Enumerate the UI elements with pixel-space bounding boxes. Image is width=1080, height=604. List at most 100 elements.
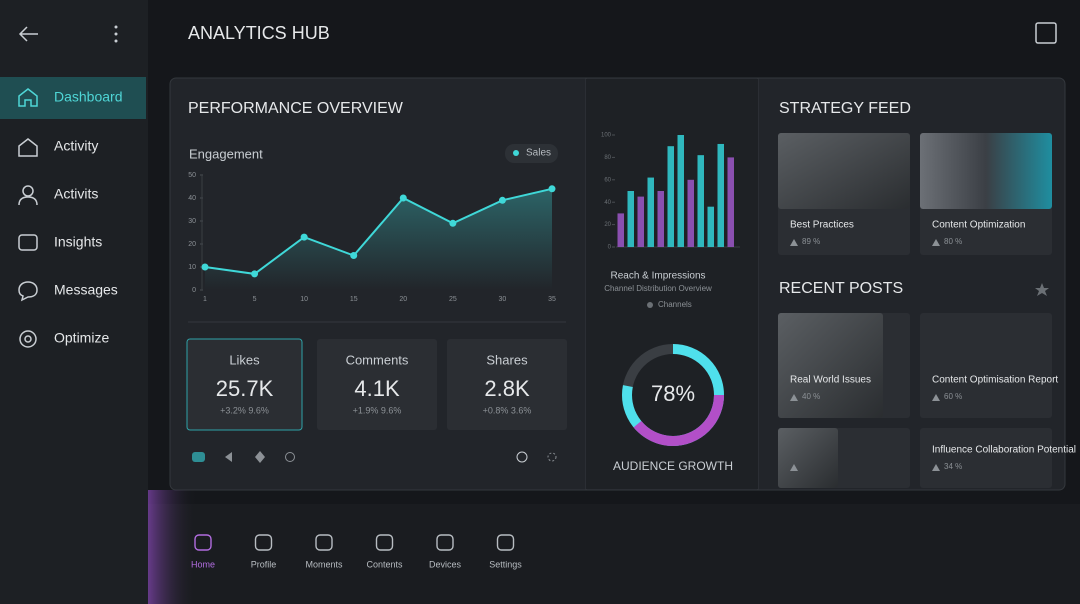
stat-value: 4.1K: [354, 376, 400, 401]
header-action[interactable]: [1035, 22, 1057, 44]
nav-label[interactable]: Activits: [54, 186, 98, 202]
y-tick-label: 10: [188, 264, 196, 271]
card-image: [778, 133, 910, 209]
nav-item[interactable]: Activity: [18, 138, 98, 157]
section-title: PERFORMANCE OVERVIEW: [188, 100, 404, 117]
nav-label[interactable]: Moments: [305, 559, 343, 569]
nav-icon[interactable]: [194, 534, 212, 551]
section-title: STRATEGY FEED: [779, 100, 911, 117]
card-meta: 60 %: [944, 392, 962, 401]
nav-label[interactable]: Devices: [429, 559, 462, 569]
point: [449, 219, 457, 227]
y-tick-label: 20: [188, 241, 196, 248]
nav-label[interactable]: Contents: [366, 559, 403, 569]
card-image: [778, 313, 883, 418]
stat-value: 2.8K: [484, 376, 530, 401]
nav-icon[interactable]: [496, 534, 515, 551]
nav-label[interactable]: Dashboard: [54, 89, 123, 105]
point: [251, 270, 259, 278]
point: [350, 252, 358, 259]
legend-label: Channels: [658, 300, 692, 309]
nav-item[interactable]: Messages: [18, 281, 118, 302]
nav-item[interactable]: Activits: [18, 185, 98, 206]
donut-arc-accent: [622, 344, 724, 446]
stat-value: 25.7K: [216, 376, 274, 401]
nav-icon[interactable]: [436, 534, 454, 551]
meta-icon: [932, 239, 940, 246]
legend-swatch: [647, 302, 653, 308]
x-tick-label: 30: [499, 296, 507, 303]
nav-label[interactable]: Profile: [251, 559, 277, 569]
nav-icon[interactable]: [315, 534, 333, 551]
nav-label[interactable]: Settings: [489, 559, 522, 569]
point: [201, 263, 209, 271]
x-tick-label: 15: [350, 296, 358, 303]
meta-icon: [790, 464, 798, 471]
nav-icon[interactable]: [375, 534, 394, 551]
y-tick-label: 0: [192, 287, 196, 294]
bar: [687, 179, 694, 247]
card-title: Content Optimization: [932, 220, 1025, 231]
legend-swatch: [513, 150, 519, 156]
bar: [677, 135, 684, 247]
bar: [707, 206, 714, 247]
y-tick-label: 30: [188, 218, 196, 225]
card-image: [778, 428, 838, 488]
x-tick-label: 25: [449, 296, 457, 303]
app-title: ANALYTICS HUB: [188, 23, 330, 43]
chart-title: Reach & Impressions: [610, 271, 705, 282]
nav-label[interactable]: Messages: [54, 282, 118, 298]
card[interactable]: [920, 313, 1052, 418]
bar: [697, 155, 704, 247]
card-title: Influence Collaboration Potential: [932, 445, 1076, 456]
x-tick-label: 35: [548, 296, 556, 303]
point: [548, 185, 556, 193]
bar: [717, 143, 724, 247]
stat-card[interactable]: [186, 338, 303, 431]
bar: [617, 213, 624, 247]
bar: [647, 177, 654, 247]
y-tick-label: 20: [604, 222, 611, 228]
y-tick-label: 60: [604, 177, 611, 183]
nav-label[interactable]: Activity: [54, 138, 98, 154]
y-tick-label: 100: [601, 133, 612, 139]
meta-icon: [790, 394, 798, 401]
y-tick-label: 50: [188, 172, 196, 179]
stat-sub: +3.2% 9.6%: [220, 405, 269, 415]
card-title: Real World Issues: [790, 375, 871, 386]
nav-icon[interactable]: [254, 534, 273, 551]
bar: [627, 191, 634, 247]
legend: [505, 144, 558, 163]
nav-label[interactable]: Home: [191, 559, 215, 569]
card-title: Content Optimisation Report: [932, 375, 1058, 386]
y-tick-label: 40: [188, 195, 196, 202]
bar: [667, 146, 674, 247]
stat-card[interactable]: [317, 339, 437, 430]
stat-sub: +1.9% 9.6%: [353, 405, 402, 415]
card[interactable]: [920, 428, 1052, 488]
point: [300, 233, 308, 241]
x-tick-label: 5: [253, 296, 257, 303]
bar: [637, 196, 644, 247]
x-tick-label: 10: [300, 296, 308, 303]
bar: [727, 157, 734, 247]
nav-item[interactable]: Optimize: [19, 330, 109, 348]
nav-label[interactable]: Optimize: [54, 330, 109, 346]
stat-label: Comments: [346, 352, 409, 367]
stat-label: Likes: [229, 352, 260, 367]
card-meta: 34 %: [944, 462, 962, 471]
nav-item[interactable]: Insights: [18, 234, 102, 251]
point: [498, 196, 506, 204]
nav-label[interactable]: Insights: [54, 234, 102, 250]
back-button[interactable]: [18, 26, 38, 42]
y-tick-label: 80: [604, 155, 611, 161]
menu-button[interactable]: [114, 25, 118, 43]
x-tick-label: 1: [203, 296, 207, 303]
point: [399, 194, 407, 202]
stat-card[interactable]: [447, 339, 567, 430]
favorite-button[interactable]: [1035, 283, 1049, 296]
meta-icon: [790, 239, 798, 246]
nav-item[interactable]: Dashboard: [18, 88, 123, 107]
card-meta: 80 %: [944, 237, 962, 246]
